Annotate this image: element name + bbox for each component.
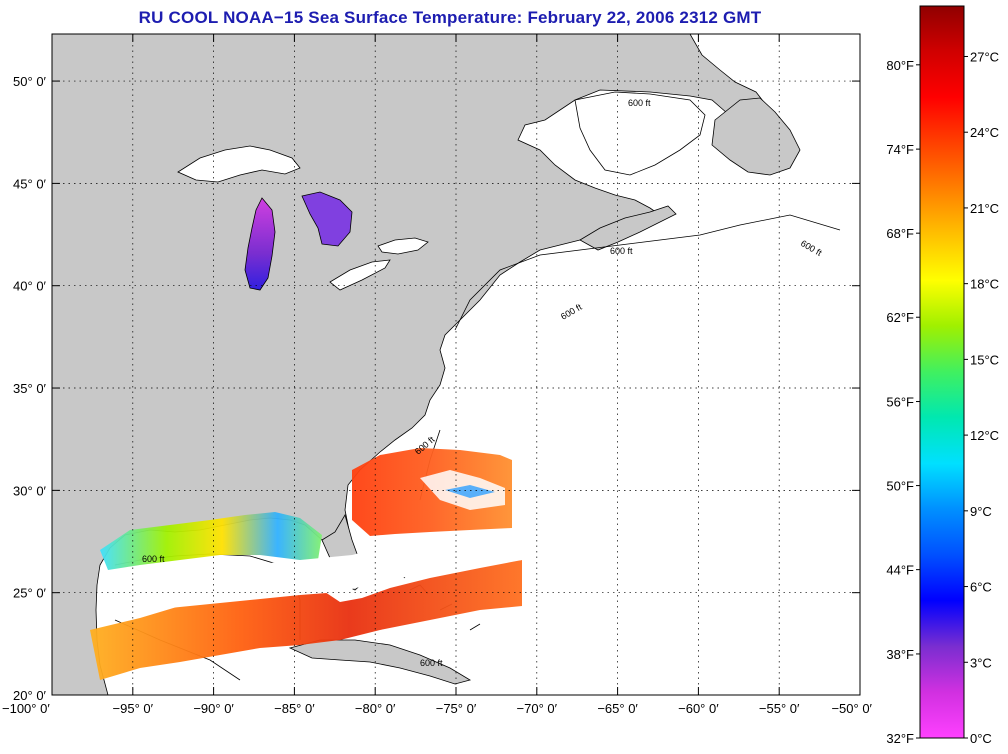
lake-superior	[177, 145, 301, 183]
sst-swath-gulf-south	[90, 560, 522, 680]
latitude-axis: 20° 0′ 25° 0′ 30° 0′ 35° 0′ 40° 0′ 45° 0′ 50° …	[13, 74, 47, 703]
latitude-tick-label: 40° 0′	[13, 279, 47, 294]
longitude-tick-label: −65° 0′	[597, 701, 638, 716]
colorbar-celsius-label: 6°C	[970, 580, 992, 595]
longitude-tick-label: −95° 0′	[113, 701, 154, 716]
colorbar-celsius-label: 24°C	[970, 125, 999, 140]
longitude-tick-label: −90° 0′	[193, 701, 234, 716]
latitude-tick-label: 35° 0′	[13, 381, 47, 396]
colorbar-celsius-label: 15°C	[970, 352, 999, 367]
colorbar-celsius-label: 9°C	[970, 504, 992, 519]
lake-erie	[329, 259, 391, 291]
temperature-colorbar: 32°F 38°F 44°F 50°F 56°F 62°F 68°F 74°F 80°F 0°C…	[886, 5, 999, 746]
sst-swath	[90, 448, 522, 680]
colorbar-celsius-label: 18°C	[970, 277, 999, 292]
latitude-tick-label: 50° 0′	[13, 74, 47, 89]
land-newfoundland	[711, 97, 801, 176]
colorbar-fahrenheit-label: 62°F	[886, 310, 914, 325]
lake-michigan	[244, 197, 276, 291]
bathymetry-label: 600 ft	[420, 658, 443, 668]
longitude-tick-label: −75° 0′	[436, 701, 477, 716]
longitude-tick-label: −80° 0′	[355, 701, 396, 716]
longitude-tick-label: −85° 0′	[274, 701, 315, 716]
colorbar-scale	[919, 5, 965, 739]
colorbar-celsius-label: 0°C	[970, 731, 992, 746]
longitude-tick-label: −100° 0′	[2, 701, 50, 716]
latitude-tick-label: 25° 0′	[13, 586, 47, 601]
colorbar-celsius-label: 21°C	[970, 201, 999, 216]
colorbar-fahrenheit-label: 80°F	[886, 58, 914, 73]
colorbar-fahrenheit-label: 68°F	[886, 226, 914, 241]
latitude-tick-label: 45° 0′	[13, 176, 47, 191]
colorbar-celsius-label: 12°C	[970, 428, 999, 443]
longitude-tick-label: −55° 0′	[759, 701, 800, 716]
longitude-tick-label: −70° 0′	[517, 701, 558, 716]
gulf-st-lawrence	[574, 91, 706, 176]
longitude-axis: −100° 0′ −95° 0′ −90° 0′ −85° 0′ −80° 0′ −75°…	[2, 701, 873, 716]
colorbar-fahrenheit-label: 50°F	[886, 479, 914, 494]
sst-swath-cloud-2	[445, 485, 495, 498]
sst-swath-atlantic	[352, 448, 512, 536]
sst-swath-gulf-coast	[100, 512, 322, 570]
colorbar-fahrenheit-labels: 32°F 38°F 44°F 50°F 56°F 62°F 68°F 74°F 80°F	[886, 58, 920, 746]
latitude-tick-label: 30° 0′	[13, 483, 47, 498]
colorbar-fahrenheit-label: 74°F	[886, 142, 914, 157]
sst-swath-gap	[100, 540, 522, 615]
colorbar-fahrenheit-label: 56°F	[886, 395, 914, 410]
colorbar-fahrenheit-label: 44°F	[886, 563, 914, 578]
bathymetry-label: 600 ft	[142, 554, 165, 564]
lake-ontario	[377, 237, 429, 255]
colorbar-fahrenheit-label: 38°F	[886, 647, 914, 662]
lake-huron	[301, 191, 353, 247]
longitude-tick-label: −50° 0′	[831, 701, 872, 716]
land-cuba	[288, 639, 472, 685]
colorbar-celsius-label: 3°C	[970, 655, 992, 670]
bathymetry-label: 600 ft	[628, 98, 651, 108]
bathymetry-label: 600 ft	[610, 246, 633, 256]
colorbar-fahrenheit-label: 32°F	[886, 731, 914, 746]
sst-swath-gap-2	[372, 528, 515, 548]
map-title: RU COOL NOAA−15 Sea Surface Temperature:…	[138, 8, 762, 27]
colorbar-celsius-labels: 0°C 3°C 6°C 9°C 12°C 15°C 18°C 21°C 24°C 27°C	[964, 49, 999, 746]
longitude-tick-label: −60° 0′	[678, 701, 719, 716]
latitude-tick-label: 20° 0′	[13, 688, 47, 703]
map-frame	[51, 33, 861, 696]
land-nova-scotia	[579, 205, 677, 251]
colorbar-celsius-label: 27°C	[970, 49, 999, 64]
